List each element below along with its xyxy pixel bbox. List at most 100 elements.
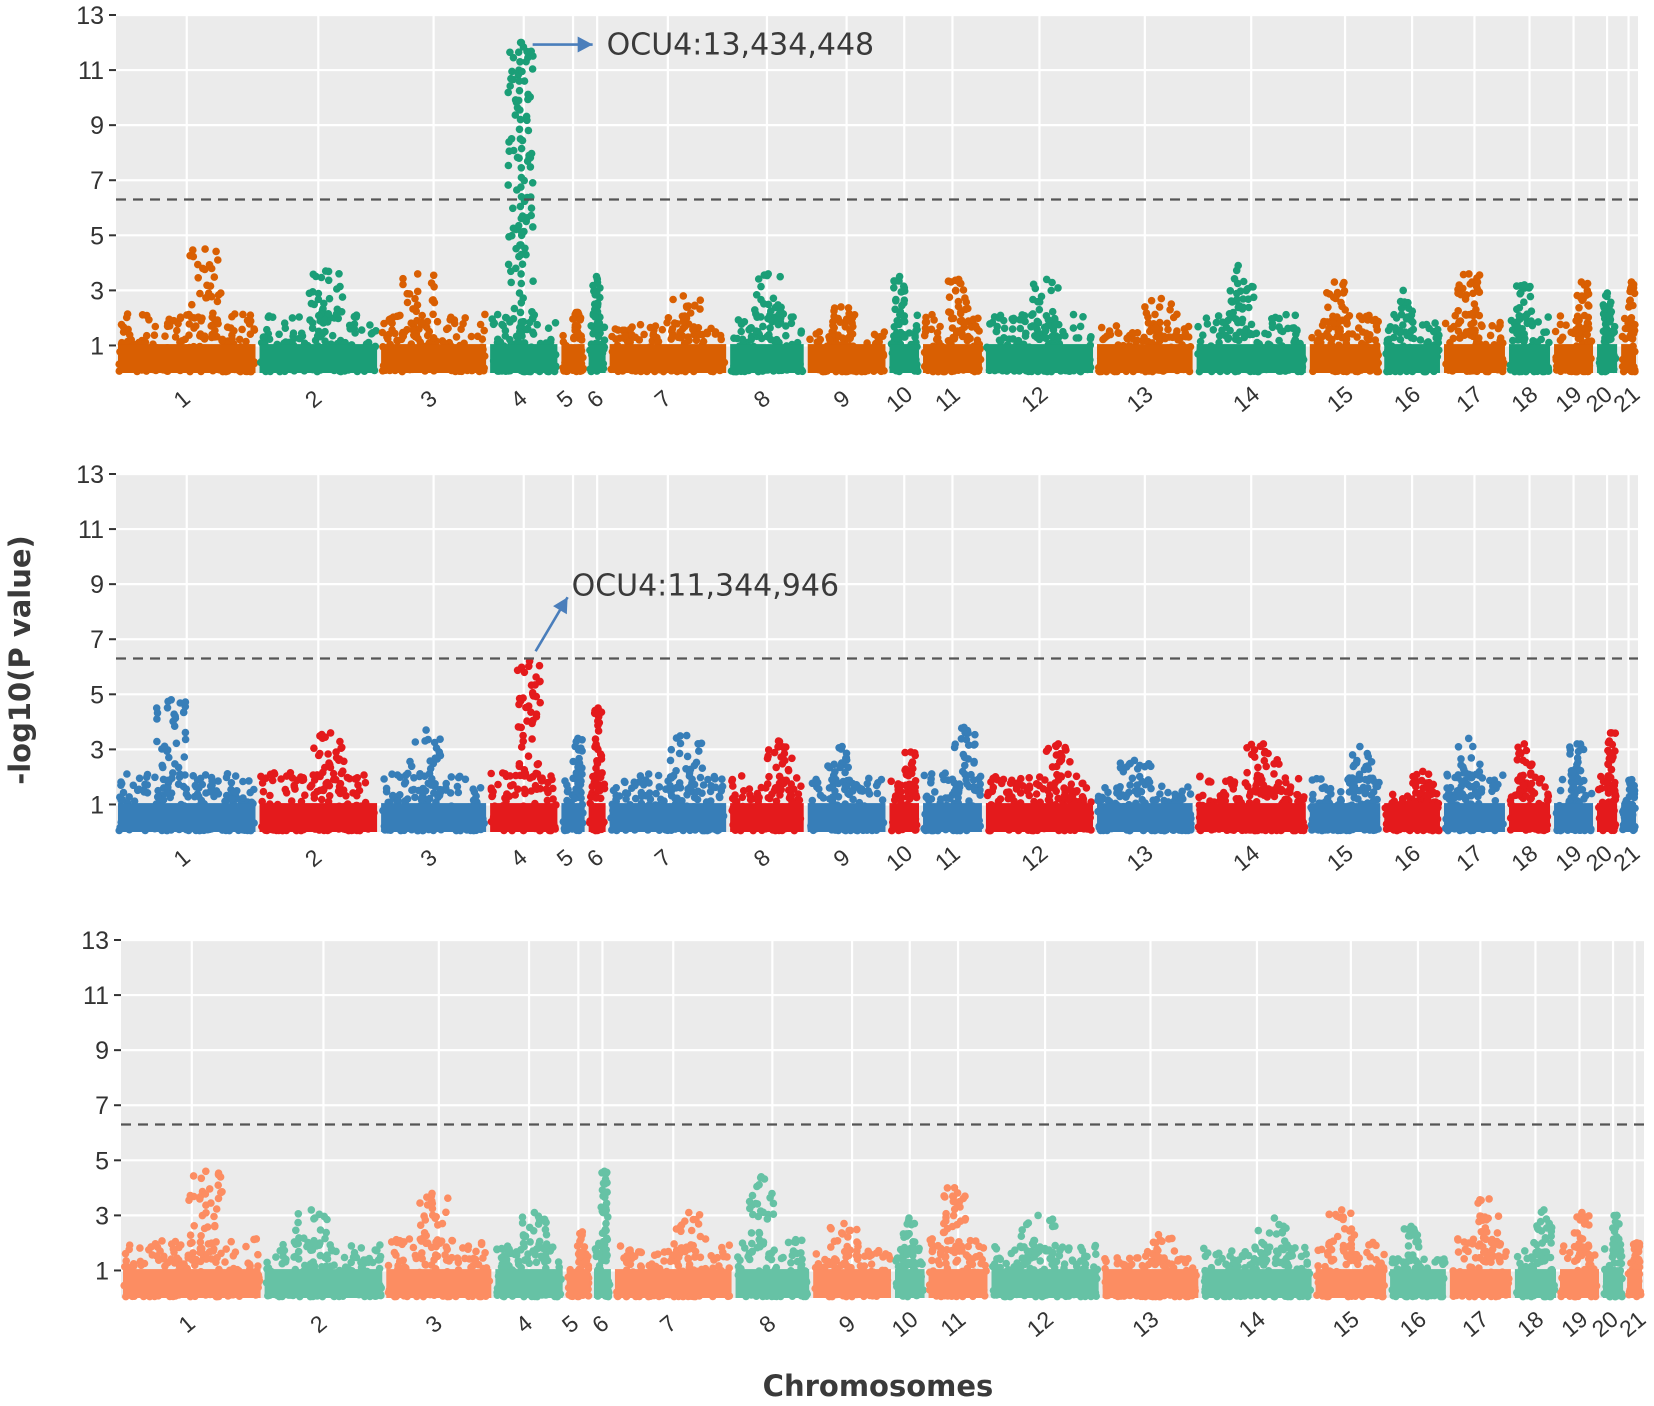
snp-point	[947, 314, 956, 323]
snp-peak-point	[201, 245, 209, 253]
snp-peak-point	[573, 308, 582, 317]
snp-point	[1021, 332, 1030, 340]
snp-point	[339, 786, 347, 795]
snp-point	[119, 323, 128, 332]
snp-point	[1249, 293, 1258, 302]
snp-point	[517, 144, 526, 153]
snp-point	[470, 788, 479, 796]
snp-point	[250, 326, 259, 334]
snp-point	[499, 321, 508, 330]
snp-point	[515, 86, 524, 95]
snp-peak-point	[895, 272, 904, 281]
snp-point	[1562, 321, 1570, 330]
snp-point	[418, 311, 427, 320]
snp-point	[281, 338, 290, 346]
snp-point	[1224, 335, 1232, 343]
snp-point	[1164, 325, 1172, 334]
snp-point	[290, 781, 299, 790]
snp-point	[591, 743, 599, 751]
snp-point	[504, 88, 512, 97]
snp-point	[674, 333, 682, 342]
snp-point	[1248, 330, 1257, 339]
snp-point	[903, 793, 912, 801]
snp-point	[519, 731, 527, 740]
snp-point	[1086, 334, 1095, 343]
snp-point	[626, 325, 635, 334]
snp-point	[1029, 295, 1037, 304]
snp-point	[533, 760, 542, 769]
snp-point	[544, 778, 552, 787]
snp-point	[1031, 284, 1040, 293]
snp-point	[1337, 298, 1345, 307]
snp-point	[667, 745, 676, 754]
snp-point	[516, 135, 525, 143]
snp-point	[774, 301, 782, 309]
snp-point	[1203, 320, 1212, 328]
snp-point	[782, 331, 790, 340]
snp-point	[636, 320, 645, 329]
snp-point	[746, 795, 755, 804]
snp-point	[927, 775, 935, 783]
snp-point	[836, 763, 844, 772]
snp-point	[830, 307, 838, 315]
snp-point	[792, 774, 801, 782]
snp-point	[544, 324, 553, 333]
snp-point	[936, 322, 944, 331]
snp-point	[213, 317, 222, 326]
snp-point	[528, 308, 536, 316]
snp-point	[509, 146, 518, 155]
x-tick-label-chr-9: 9	[828, 385, 855, 413]
snp-point	[945, 308, 953, 316]
snp-point	[1513, 305, 1521, 314]
snp-point	[436, 788, 445, 797]
snp-point	[589, 281, 597, 290]
snp-point	[411, 294, 419, 303]
snp-point	[516, 327, 524, 336]
snp-point	[388, 326, 396, 334]
snp-point	[716, 331, 725, 340]
y-tick-label: 3	[90, 277, 104, 305]
snp-point	[461, 775, 470, 784]
snp-point	[825, 784, 834, 792]
snp-point	[623, 337, 632, 346]
snp-density-band	[1597, 344, 1618, 373]
snp-point	[198, 780, 207, 789]
snp-point	[1054, 333, 1063, 342]
snp-point	[535, 677, 544, 686]
snp-point	[645, 779, 653, 787]
snp-point	[178, 337, 186, 345]
snp-point	[1362, 312, 1371, 321]
snp-point	[524, 752, 533, 760]
x-tick-label-chr-4: 4	[505, 385, 532, 413]
snp-point	[1029, 322, 1037, 330]
snp-point	[239, 794, 247, 802]
snp-point	[767, 307, 775, 315]
snp-point	[526, 774, 534, 782]
snp-peak-point	[592, 272, 601, 281]
snp-point	[1354, 324, 1363, 332]
snp-point	[1069, 310, 1078, 319]
snp-point	[1409, 325, 1418, 334]
snp-point	[1526, 292, 1535, 301]
snp-point	[332, 310, 341, 318]
snp-point	[508, 231, 516, 240]
snp-point	[312, 272, 320, 281]
snp-points	[115, 38, 1639, 376]
snp-point	[1333, 313, 1341, 321]
snp-point	[1520, 312, 1529, 321]
snp-point	[299, 774, 308, 782]
snp-point	[507, 74, 515, 83]
snp-point	[931, 788, 939, 796]
snp-point	[289, 329, 298, 338]
snp-point	[947, 278, 955, 286]
snp-point	[427, 279, 436, 287]
snp-point	[960, 319, 969, 328]
snp-point	[578, 747, 586, 755]
snp-point	[770, 786, 779, 795]
snp-point	[1585, 302, 1593, 310]
snp-point	[496, 338, 505, 346]
snp-point	[620, 777, 629, 786]
snp-point	[872, 781, 881, 790]
snp-point	[873, 789, 882, 798]
